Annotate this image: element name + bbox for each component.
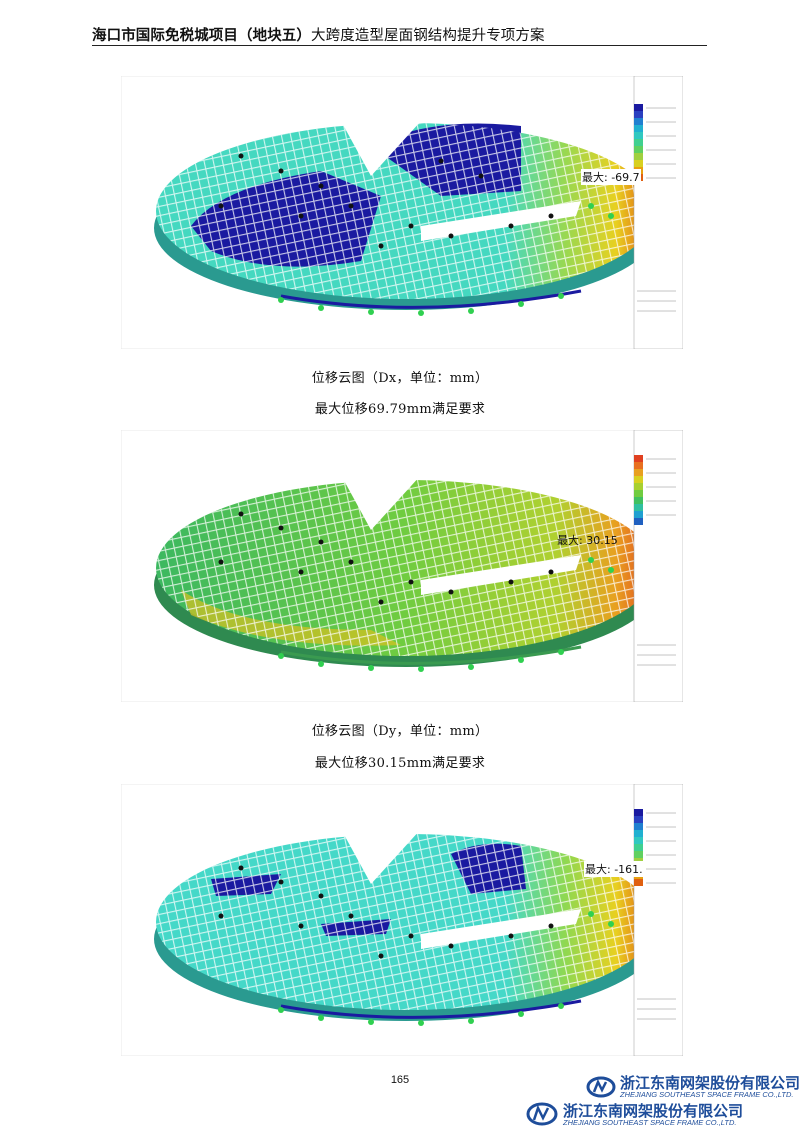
company-logo: 浙江东南网架股份有限公司 ZHEJIANG SOUTHEAST SPACE FR… — [586, 1075, 800, 1099]
structure-contour-image — [121, 76, 683, 349]
displacement-figure-dx: 最大: -69.7 — [121, 76, 683, 349]
document-title-bold: 海口市国际免税城项目（地块五） — [92, 28, 311, 44]
company-logo-icon — [586, 1076, 616, 1098]
page-number: 165 — [390, 1074, 410, 1086]
page-header: 海口市国际免税城项目（地块五）大跨度造型屋面钢结构提升专项方案 — [92, 24, 707, 46]
company-name: 浙江东南网架股份有限公司 — [620, 1074, 800, 1092]
document-title: 海口市国际免税城项目（地块五）大跨度造型屋面钢结构提升专项方案 — [92, 24, 707, 45]
max-value-label: 最大: -161. — [584, 861, 644, 877]
structure-contour-image — [121, 430, 683, 702]
company-logo-secondary: 浙江东南网架股份有限公司 ZHEJIANG SOUTHEAST SPACE FR… — [525, 1102, 743, 1128]
figure-caption-dy: 位移云图（Dy，单位：mm） — [311, 724, 489, 739]
company-name-en: ZHEJIANG SOUTHEAST SPACE FRAME CO.,LTD. — [620, 1090, 794, 1099]
company-name: 浙江东南网架股份有限公司 — [563, 1102, 744, 1120]
company-logo-icon — [526, 1102, 558, 1126]
displacement-figure-dy: 最大: 30.15 — [121, 430, 683, 702]
structure-contour-image — [121, 784, 683, 1056]
max-value-label: 最大: -69.7 — [581, 169, 641, 185]
document-title-rest: 大跨度造型屋面钢结构提升专项方案 — [311, 28, 545, 44]
figure-caption-dx: 位移云图（Dx，单位：mm） — [311, 371, 489, 386]
displacement-figure-dz: 最大: -161. — [121, 784, 683, 1056]
company-name-en: ZHEJIANG SOUTHEAST SPACE FRAME CO.,LTD. — [563, 1118, 737, 1127]
figure-conclusion-dy: 最大位移30.15mm满足要求 — [314, 756, 486, 771]
max-value-label: 最大: 30.15 — [557, 534, 618, 547]
figure-conclusion-dx: 最大位移69.79mm满足要求 — [314, 402, 486, 417]
